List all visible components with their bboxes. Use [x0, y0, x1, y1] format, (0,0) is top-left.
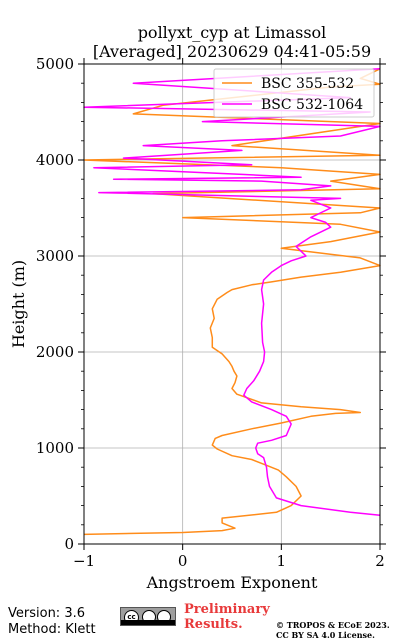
y-tick-label: 3000 — [36, 247, 74, 265]
chart-title-line2: [Averaged] 20230629 04:41-05:59 — [93, 42, 371, 61]
y-axis-label: Height (m) — [9, 260, 28, 348]
copyright-line2: CC BY SA 4.0 License. — [276, 630, 375, 640]
y-tick-label: 5000 — [36, 55, 74, 73]
x-axis-label: Angstroem Exponent — [146, 573, 318, 592]
creative-commons-by-sa-icon: cc — [120, 607, 176, 626]
x-tick-label: 0 — [178, 552, 188, 570]
preliminary-line1: Preliminary — [184, 602, 270, 617]
method-text: Method: Klett — [8, 622, 96, 637]
series-line-bsc-355-532 — [83, 68, 381, 536]
legend-label-bsc-532-1064: BSC 532-1064 — [261, 97, 363, 113]
x-tick-label: 2 — [375, 552, 385, 570]
series-line-bsc-532-1064 — [83, 68, 381, 516]
plot-frame — [83, 63, 381, 545]
chart-title-line1: pollyxt_cyp at Limassol — [138, 23, 327, 42]
legend-box — [213, 68, 375, 118]
legend-label-bsc-355-532: BSC 355-532 — [261, 76, 354, 92]
x-tick-label: 1 — [277, 552, 287, 570]
copyright-line1: © TROPOS & ECoE 2023. — [276, 620, 390, 630]
grid-lines — [84, 64, 380, 544]
y-tick-label: 0 — [64, 535, 74, 553]
version-text: Version: 3.6 — [8, 606, 85, 621]
legend: BSC 355-532 BSC 532-1064 — [213, 68, 375, 118]
preliminary-results-note: Preliminary Results. — [184, 602, 270, 632]
series-layer — [83, 68, 381, 536]
x-tick-label: −1 — [73, 552, 95, 570]
y-tick-label: 4000 — [36, 151, 74, 169]
y-tick-label: 2000 — [36, 343, 74, 361]
preliminary-line2: Results. — [184, 617, 243, 632]
license-strip — [121, 620, 175, 625]
copyright-note: © TROPOS & ECoE 2023. CC BY SA 4.0 Licen… — [276, 620, 390, 640]
y-tick-label: 1000 — [36, 439, 74, 457]
